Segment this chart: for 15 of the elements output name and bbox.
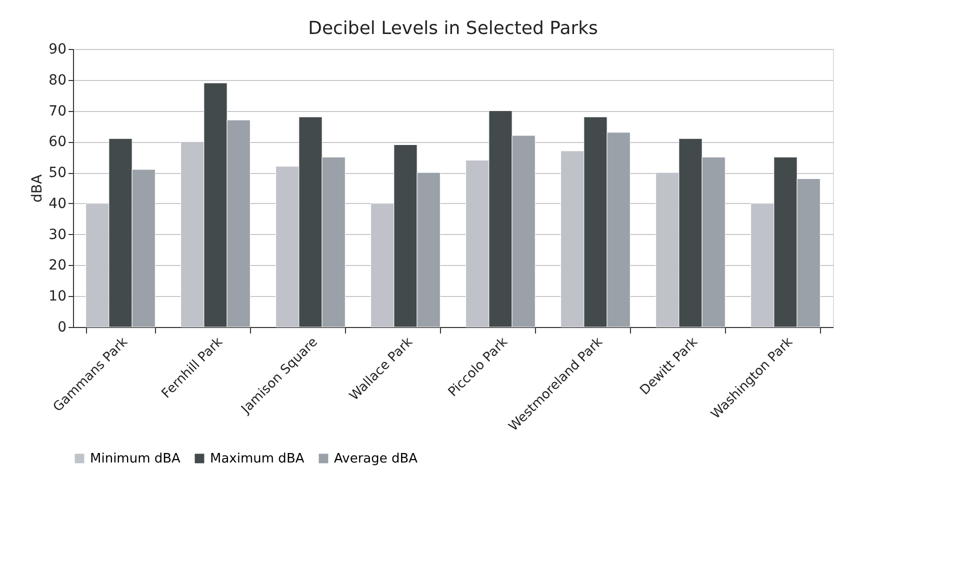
y-tick-label: 70 (48, 103, 66, 120)
y-tick-label: 60 (48, 134, 66, 150)
y-tick-label: 40 (48, 196, 66, 212)
legend-label: Maximum dBA (210, 452, 304, 467)
chart-title: Decibel Levels in Selected Parks (308, 18, 598, 39)
y-tick-label: 20 (48, 258, 66, 274)
y-tick-label: 50 (48, 165, 66, 182)
y-tick-label: 0 (58, 320, 66, 336)
y-axis-title: dBA (30, 174, 46, 203)
legend-label: Minimum dBA (90, 452, 181, 467)
legend-label: Average dBA (334, 452, 418, 467)
y-tick-label: 90 (48, 42, 66, 58)
y-tick-label: 80 (48, 72, 66, 88)
y-tick-label: 30 (48, 226, 66, 243)
y-tick-label: 10 (48, 288, 66, 305)
